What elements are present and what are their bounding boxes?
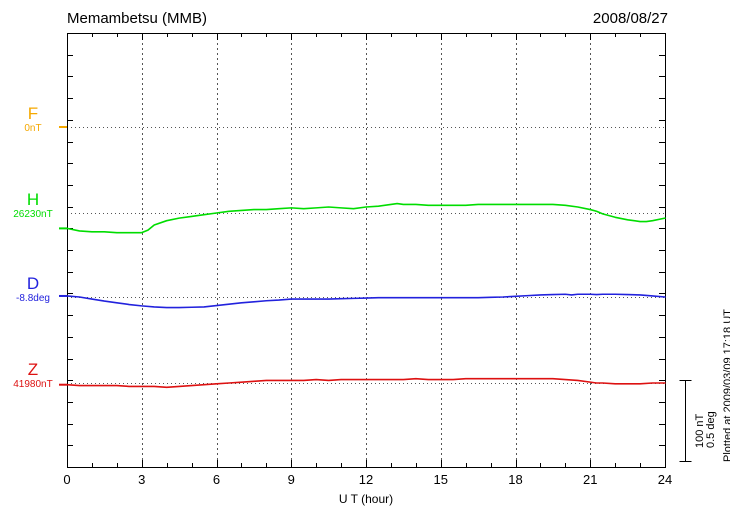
- x-tick-label: 24: [657, 472, 673, 487]
- component-value-f: 0nT: [24, 123, 42, 134]
- data-trace-d: [66, 293, 666, 309]
- x-tick-label: 0: [63, 472, 71, 487]
- x-tick-label: 21: [583, 472, 598, 487]
- x-axis-title: U T (hour): [338, 492, 394, 506]
- component-value-h: 26230nT: [13, 209, 53, 220]
- scale-bar-deg-label: 0.5 deg: [705, 411, 717, 448]
- component-letter-f: F: [27, 104, 39, 123]
- component-label-z: Z 41980nT: [2, 361, 64, 391]
- page-title: Memambetsu (MMB): [67, 10, 208, 27]
- x-tick-label: 15: [433, 472, 448, 487]
- data-trace-h: [66, 202, 666, 234]
- component-letter-z: Z: [27, 360, 39, 379]
- component-value-d: -8.8deg: [16, 293, 50, 304]
- component-letter-d: D: [26, 274, 40, 293]
- x-tick-label: 6: [212, 472, 221, 487]
- component-value-z: 41980nT: [13, 379, 53, 390]
- observation-date: 2008/08/27: [592, 10, 668, 27]
- component-label-d: D -8.8deg: [2, 275, 64, 305]
- x-tick-label: 18: [508, 472, 523, 487]
- component-letter-h: H: [26, 190, 40, 209]
- plotted-at-timestamp: Plotted at 2009/03/09 17:18 UT: [722, 309, 730, 462]
- data-trace-z: [66, 377, 666, 389]
- x-tick-label: 9: [287, 472, 295, 487]
- component-label-f: F 0nT: [2, 105, 64, 135]
- component-label-h: H 26230nT: [2, 191, 64, 221]
- x-tick-label: 3: [138, 472, 146, 487]
- x-tick-label: 12: [358, 472, 374, 487]
